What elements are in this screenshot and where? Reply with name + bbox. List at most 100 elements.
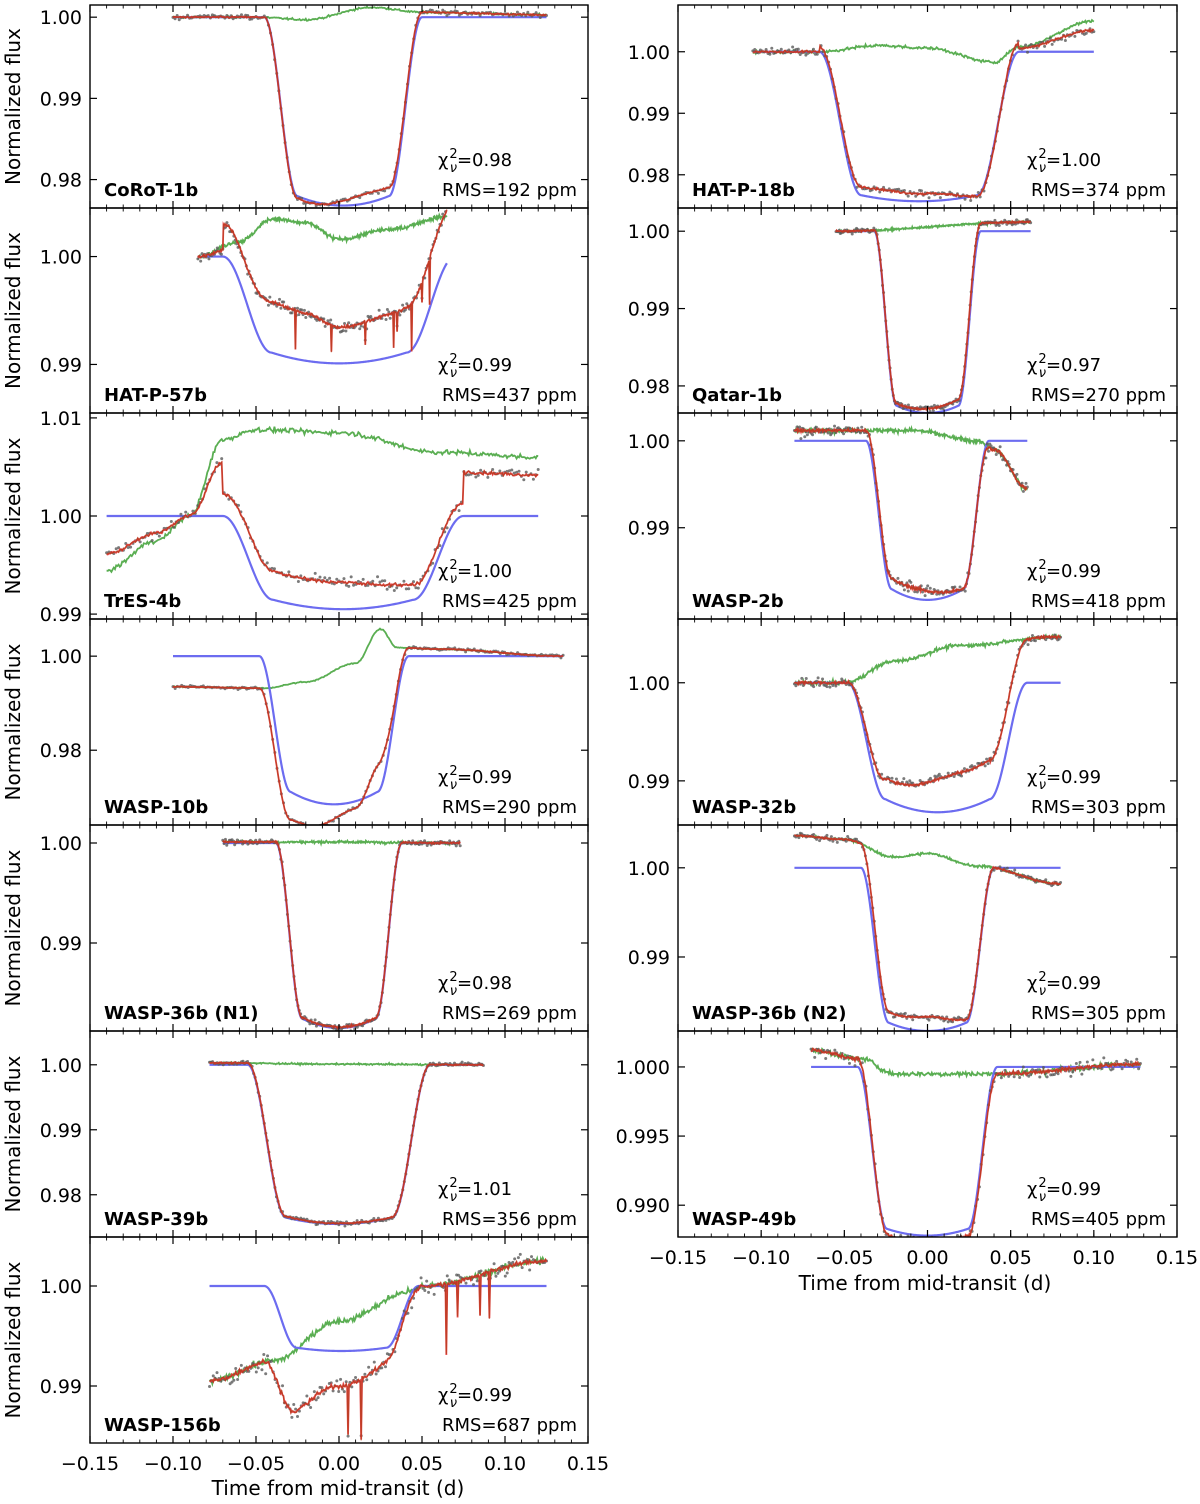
- data-point: [445, 203, 448, 206]
- y-axis-title: Normalized flux: [1, 1055, 25, 1212]
- fit-line: [793, 633, 1061, 788]
- planet-name: WASP-49b: [692, 1209, 796, 1230]
- data-point: [262, 1353, 266, 1357]
- fit-line-dark: [794, 426, 1028, 595]
- y-tick-label: 0.99: [40, 354, 82, 376]
- fit-line: [835, 219, 1031, 412]
- x-tick-label: 0.00: [906, 1247, 948, 1269]
- data-point: [963, 589, 967, 593]
- data-point: [363, 1372, 367, 1376]
- y-axis-title: Normalized flux: [1, 849, 25, 1006]
- planet-name: WASP-39b: [104, 1209, 208, 1230]
- data-point: [308, 1022, 312, 1026]
- data-point: [952, 775, 956, 778]
- data-point: [417, 843, 421, 847]
- data-point: [117, 546, 121, 550]
- y-tick-label: 0.99: [628, 103, 670, 125]
- data-point: [983, 764, 987, 768]
- data-point: [1013, 868, 1017, 872]
- data-point: [815, 52, 819, 56]
- x-tick-label: 0.15: [567, 1453, 609, 1475]
- data-point: [432, 1292, 436, 1296]
- data-point: [344, 1380, 348, 1384]
- data-point: [928, 409, 932, 413]
- data-point: [938, 196, 942, 200]
- chi2-label: χ2 ν=0.98: [438, 970, 512, 999]
- data-points: [208, 1252, 548, 1438]
- data-point: [328, 576, 332, 580]
- data-point: [928, 586, 932, 590]
- data-point: [339, 1377, 343, 1381]
- data-point: [976, 191, 980, 195]
- y-tick-label: 0.99: [40, 933, 82, 955]
- data-point: [1073, 34, 1077, 38]
- panel-frame: [89, 4, 589, 209]
- data-point: [406, 1311, 410, 1315]
- rms-label: RMS=418 ppm: [1031, 591, 1166, 612]
- data-point: [1044, 638, 1048, 642]
- data-point: [946, 771, 950, 775]
- systematics-line: [810, 1047, 1142, 1079]
- panel-frame: [677, 207, 1178, 414]
- data-point: [1024, 481, 1028, 485]
- data-point: [423, 1289, 427, 1293]
- data-point: [860, 425, 864, 429]
- y-tick-label: 0.990: [616, 1195, 670, 1217]
- data-point: [999, 1076, 1003, 1080]
- data-point: [1007, 1074, 1011, 1078]
- data-point: [347, 584, 351, 588]
- data-point: [223, 837, 227, 841]
- data-point: [358, 327, 362, 331]
- data-point: [526, 1258, 530, 1262]
- data-point: [430, 8, 434, 12]
- y-axis-title: Normalized flux: [1, 1261, 25, 1418]
- data-points: [792, 831, 1063, 1024]
- data-point: [825, 685, 829, 689]
- data-point: [1026, 50, 1030, 54]
- data-point: [407, 587, 411, 591]
- data-point: [281, 1384, 285, 1388]
- data-point: [1030, 633, 1034, 637]
- data-point: [1018, 1075, 1022, 1079]
- data-point: [371, 579, 375, 583]
- data-point: [1063, 39, 1067, 42]
- y-tick-label: 1.00: [40, 7, 82, 29]
- planet-name: HAT-P-18b: [692, 180, 795, 201]
- data-point: [963, 197, 967, 201]
- data-point: [1041, 1065, 1045, 1069]
- data-point: [512, 471, 516, 475]
- chi2-label: χ2 ν=0.99: [438, 352, 512, 381]
- data-point: [347, 321, 351, 325]
- data-point: [954, 1244, 957, 1247]
- fit-line: [794, 833, 1062, 1023]
- rms-label: RMS=374 ppm: [1031, 180, 1166, 201]
- data-point: [265, 561, 269, 565]
- y-tick-label: 0.99: [40, 88, 82, 110]
- fit-line: [793, 426, 1028, 595]
- data-point: [323, 324, 327, 328]
- fit-line-dark: [793, 634, 1061, 788]
- data-point: [184, 510, 188, 514]
- plot-area: [751, 18, 1096, 203]
- y-tick-label: 1.00: [628, 431, 670, 453]
- data-point: [232, 1378, 236, 1382]
- data-point: [269, 1359, 273, 1363]
- data-point: [441, 8, 445, 12]
- data-point: [779, 47, 783, 51]
- data-point: [520, 1266, 524, 1270]
- y-tick-label: 0.99: [40, 604, 82, 626]
- panel-hat-p-18b: 1.00 0.99 0.98 HAT-P-18b RMS=374 ppm χ2 ν=1.00: [628, 4, 1178, 209]
- data-point: [1129, 1060, 1133, 1064]
- data-point: [1120, 1067, 1124, 1071]
- plot-area: [171, 627, 565, 825]
- data-point: [498, 469, 502, 473]
- data-point: [492, 1262, 496, 1266]
- data-point: [296, 580, 300, 584]
- data-point: [331, 1389, 335, 1393]
- data-point: [441, 212, 445, 216]
- data-point: [813, 1055, 817, 1059]
- panel-corot-1b: 1.00 0.99 0.98 Normalized flux CoRoT-1b RMS=1…: [1, 4, 589, 209]
- data-point: [911, 1018, 915, 1022]
- chi2-label: χ2 ν=0.99: [438, 1382, 512, 1411]
